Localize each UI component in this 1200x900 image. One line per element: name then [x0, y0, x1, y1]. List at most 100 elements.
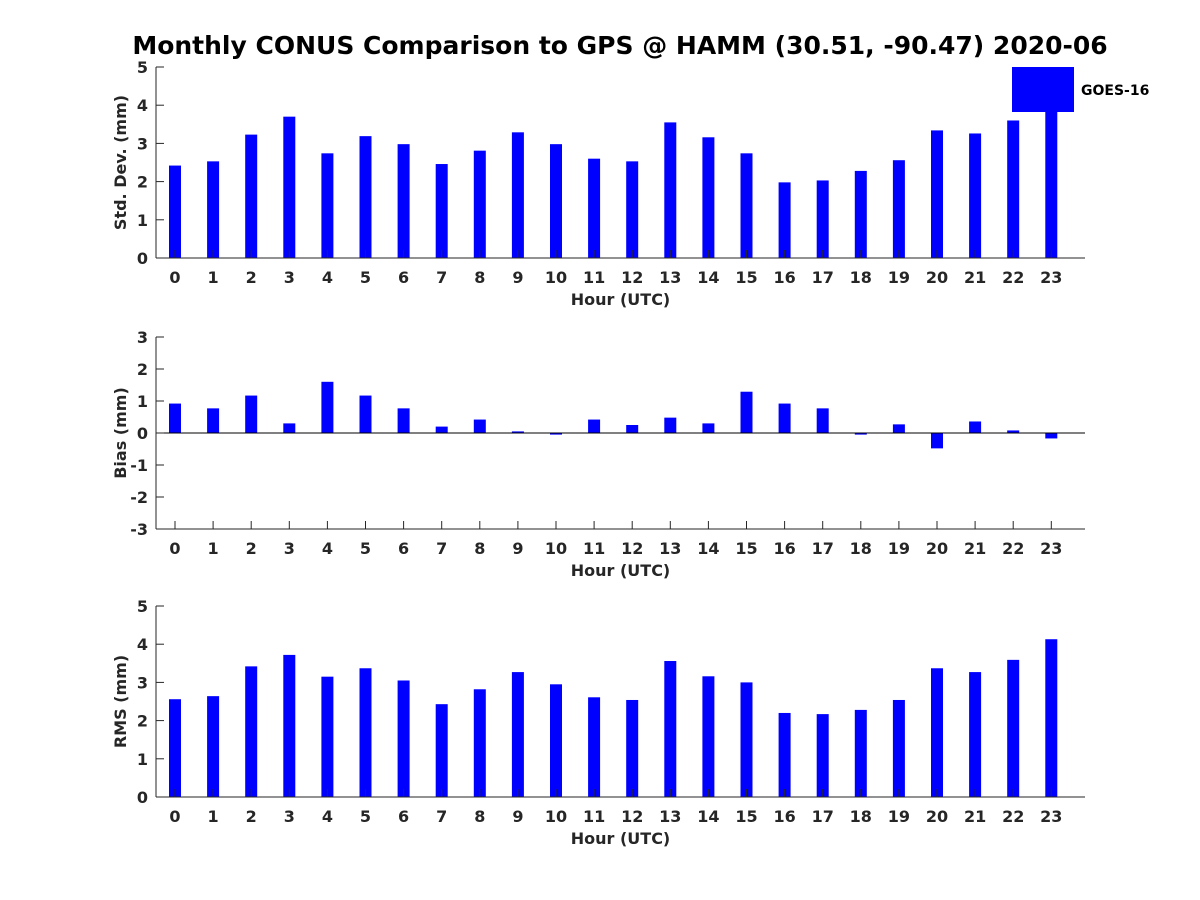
y-axis-label: Bias (mm): [111, 387, 130, 479]
bar: [892, 424, 905, 433]
bar: [321, 381, 334, 433]
x-tick-label: 10: [545, 539, 567, 558]
bar: [588, 419, 601, 433]
bar: [702, 137, 715, 258]
x-tick-label: 9: [512, 268, 523, 287]
y-tick-label: 4: [137, 635, 148, 654]
bar: [169, 699, 181, 797]
x-tick-label: 1: [208, 268, 219, 287]
x-tick-label: 11: [583, 268, 605, 287]
x-axis-label: Hour (UTC): [571, 561, 671, 580]
bar: [169, 403, 181, 433]
bar: [207, 696, 220, 797]
x-tick-label: 13: [659, 268, 681, 287]
x-tick-label: 8: [474, 268, 485, 287]
x-tick-label: 11: [583, 807, 605, 826]
y-tick-label: 2: [137, 712, 148, 731]
bar: [740, 391, 753, 433]
bar: [1007, 120, 1020, 258]
x-tick-label: 22: [1002, 807, 1024, 826]
x-tick-label: 12: [621, 539, 643, 558]
bar: [397, 144, 410, 258]
x-tick-label: 5: [360, 539, 371, 558]
x-tick-label: 20: [926, 539, 948, 558]
bar: [854, 170, 867, 258]
y-tick-label: 4: [137, 96, 148, 115]
bar: [778, 182, 791, 258]
bar: [931, 433, 943, 449]
x-tick-label: 1: [208, 539, 219, 558]
x-tick-label: 0: [169, 807, 180, 826]
y-tick-label: 5: [137, 58, 148, 77]
bar: [854, 709, 867, 797]
y-tick-label: 2: [137, 360, 148, 379]
x-tick-label: 7: [436, 807, 447, 826]
bar: [550, 684, 562, 797]
bar: [435, 164, 448, 258]
bar: [1007, 430, 1020, 433]
y-tick-label: -3: [130, 520, 148, 539]
bar: [816, 180, 829, 258]
y-tick-label: 0: [137, 788, 148, 807]
x-tick-label: 17: [812, 268, 834, 287]
x-axis-label: Hour (UTC): [571, 829, 671, 848]
bar: [778, 712, 791, 797]
x-tick-label: 18: [850, 539, 872, 558]
x-tick-label: 19: [888, 539, 910, 558]
bar: [550, 433, 562, 435]
bar: [359, 395, 372, 433]
x-tick-label: 8: [474, 807, 485, 826]
x-tick-label: 3: [284, 268, 295, 287]
bar: [511, 132, 524, 258]
x-tick-label: 6: [398, 268, 409, 287]
x-tick-label: 3: [284, 539, 295, 558]
x-tick-label: 18: [850, 268, 872, 287]
bar: [550, 144, 562, 258]
bar: [435, 426, 448, 433]
y-axis-label: RMS (mm): [111, 655, 130, 748]
bar: [473, 150, 486, 258]
x-tick-label: 23: [1040, 268, 1062, 287]
x-tick-label: 12: [621, 807, 643, 826]
bar: [207, 161, 220, 258]
y-tick-label: -1: [130, 456, 148, 475]
x-tick-label: 16: [773, 539, 795, 558]
x-tick-label: 16: [773, 268, 795, 287]
x-tick-label: 7: [436, 539, 447, 558]
x-tick-label: 14: [697, 539, 719, 558]
x-tick-label: 15: [735, 268, 757, 287]
bar: [892, 699, 905, 797]
x-tick-label: 2: [246, 539, 257, 558]
x-tick-label: 19: [888, 807, 910, 826]
bar: [892, 160, 905, 258]
x-tick-label: 13: [659, 807, 681, 826]
y-tick-label: 3: [137, 134, 148, 153]
x-tick-label: 19: [888, 268, 910, 287]
x-tick-label: 5: [360, 268, 371, 287]
bar: [359, 136, 372, 258]
figure-title: Monthly CONUS Comparison to GPS @ HAMM (…: [132, 31, 1107, 60]
x-tick-label: 2: [246, 807, 257, 826]
y-tick-label: 3: [137, 328, 148, 347]
x-tick-label: 3: [284, 807, 295, 826]
legend-label: GOES-16: [1081, 83, 1149, 99]
bar: [397, 680, 410, 797]
y-tick-label: 0: [137, 249, 148, 268]
x-tick-label: 14: [697, 268, 719, 287]
bar: [245, 395, 258, 433]
y-axis-label: Std. Dev. (mm): [111, 95, 130, 230]
legend: GOES-16: [1012, 67, 1149, 112]
x-tick-label: 22: [1002, 539, 1024, 558]
y-tick-label: 3: [137, 673, 148, 692]
bar: [321, 676, 334, 797]
bar: [283, 654, 296, 797]
bar: [1045, 109, 1058, 258]
x-tick-label: 10: [545, 268, 567, 287]
bar: [778, 403, 791, 433]
bar: [283, 116, 296, 258]
x-tick-label: 7: [436, 268, 447, 287]
